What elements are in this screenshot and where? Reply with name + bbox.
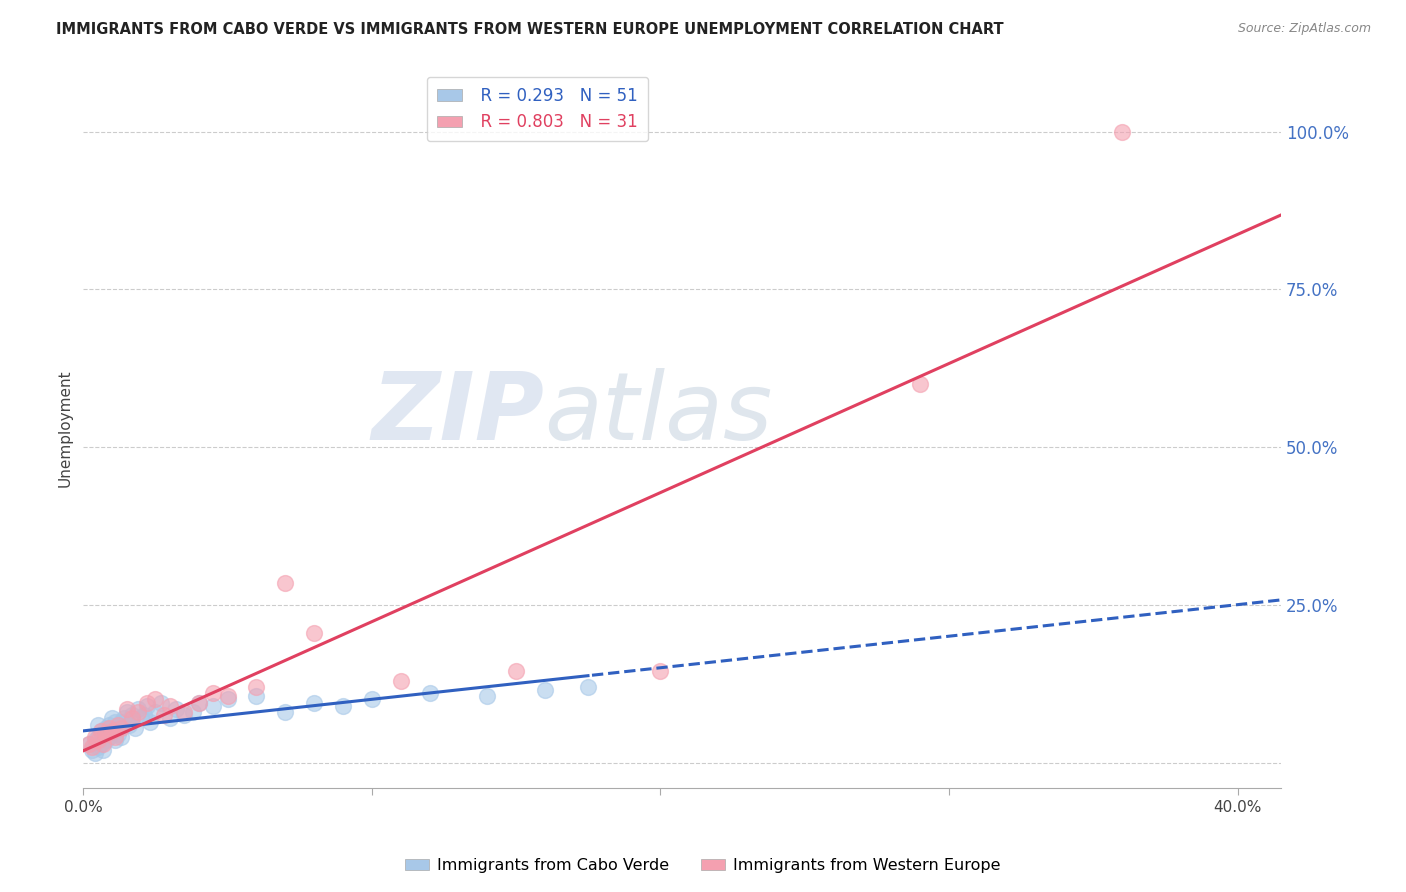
- Point: [302, 626, 325, 640]
- Point: [124, 721, 146, 735]
- Point: [129, 711, 152, 725]
- Point: [110, 731, 132, 745]
- Point: [302, 696, 325, 710]
- Point: [87, 731, 110, 745]
- Y-axis label: Unemployment: Unemployment: [58, 369, 72, 487]
- Point: [107, 717, 129, 731]
- Point: [101, 723, 124, 738]
- Text: IMMIGRANTS FROM CABO VERDE VS IMMIGRANTS FROM WESTERN EUROPE UNEMPLOYMENT CORREL: IMMIGRANTS FROM CABO VERDE VS IMMIGRANTS…: [56, 22, 1004, 37]
- Point: [274, 575, 297, 590]
- Legend:   R = 0.293   N = 51,   R = 0.803   N = 31: R = 0.293 N = 51, R = 0.803 N = 31: [427, 77, 648, 141]
- Point: [202, 686, 225, 700]
- Point: [90, 723, 112, 738]
- Point: [93, 737, 115, 751]
- Point: [80, 739, 103, 754]
- Point: [132, 708, 155, 723]
- Point: [115, 705, 138, 719]
- Point: [110, 721, 132, 735]
- Point: [332, 698, 354, 713]
- Point: [477, 690, 499, 704]
- Point: [159, 698, 181, 713]
- Point: [159, 711, 181, 725]
- Point: [145, 705, 167, 719]
- Point: [107, 721, 129, 735]
- Point: [96, 733, 118, 747]
- Point: [135, 696, 157, 710]
- Point: [1111, 125, 1133, 139]
- Point: [104, 731, 127, 745]
- Point: [389, 673, 412, 688]
- Point: [135, 698, 157, 713]
- Point: [576, 680, 599, 694]
- Point: [181, 705, 204, 719]
- Point: [98, 717, 121, 731]
- Point: [150, 696, 173, 710]
- Point: [118, 717, 141, 731]
- Point: [90, 737, 112, 751]
- Point: [83, 731, 105, 745]
- Point: [187, 696, 209, 710]
- Point: [202, 698, 225, 713]
- Point: [121, 711, 143, 725]
- Point: [107, 727, 129, 741]
- Text: Source: ZipAtlas.com: Source: ZipAtlas.com: [1237, 22, 1371, 36]
- Point: [80, 743, 103, 757]
- Point: [419, 686, 441, 700]
- Point: [110, 714, 132, 729]
- Point: [77, 737, 100, 751]
- Point: [217, 692, 239, 706]
- Point: [274, 705, 297, 719]
- Point: [83, 746, 105, 760]
- Point: [173, 705, 195, 719]
- Point: [77, 737, 100, 751]
- Text: ZIP: ZIP: [371, 368, 544, 459]
- Point: [145, 692, 167, 706]
- Point: [90, 723, 112, 738]
- Point: [360, 692, 382, 706]
- Point: [96, 727, 118, 741]
- Point: [534, 683, 557, 698]
- Point: [127, 705, 149, 719]
- Point: [87, 739, 110, 754]
- Legend: Immigrants from Cabo Verde, Immigrants from Western Europe: Immigrants from Cabo Verde, Immigrants f…: [399, 852, 1007, 880]
- Point: [127, 702, 149, 716]
- Point: [115, 702, 138, 716]
- Point: [93, 727, 115, 741]
- Point: [83, 733, 105, 747]
- Point: [112, 711, 135, 725]
- Point: [505, 664, 527, 678]
- Point: [187, 696, 209, 710]
- Point: [245, 690, 267, 704]
- Point: [908, 376, 931, 391]
- Point: [217, 690, 239, 704]
- Point: [98, 721, 121, 735]
- Point: [101, 723, 124, 738]
- Point: [650, 664, 672, 678]
- Point: [121, 708, 143, 723]
- Point: [165, 702, 187, 716]
- Point: [96, 721, 118, 735]
- Point: [87, 733, 110, 747]
- Point: [93, 743, 115, 757]
- Point: [173, 708, 195, 723]
- Point: [98, 731, 121, 745]
- Text: atlas: atlas: [544, 368, 773, 459]
- Point: [87, 717, 110, 731]
- Point: [245, 680, 267, 694]
- Point: [104, 733, 127, 747]
- Point: [153, 708, 176, 723]
- Point: [101, 711, 124, 725]
- Point: [104, 714, 127, 729]
- Point: [138, 714, 160, 729]
